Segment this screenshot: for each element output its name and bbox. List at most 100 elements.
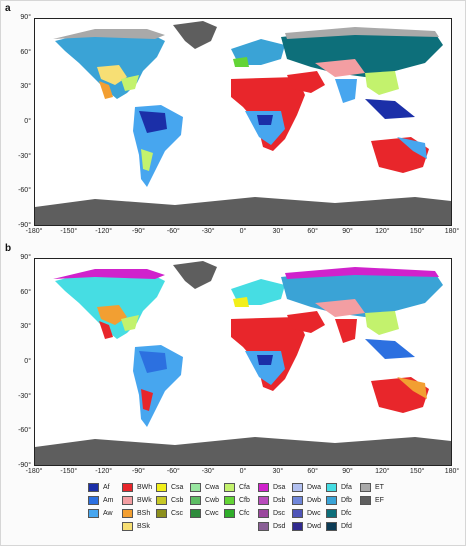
x-tick-label: 0° — [239, 228, 247, 235]
x-tick-label: -180° — [25, 228, 43, 235]
siberia-tundra — [285, 27, 439, 39]
legend-label: Dfa — [341, 484, 352, 491]
legend-swatch — [258, 496, 269, 505]
x-tick-label: 150° — [409, 468, 425, 475]
x-tick-label: -150° — [60, 468, 78, 475]
africa-savanna — [245, 351, 285, 385]
x-tick-label: -90° — [132, 228, 145, 235]
x-tick-label: -150° — [60, 228, 78, 235]
y-tick-label: -90° — [18, 222, 31, 229]
panel-b-letter: b — [5, 243, 12, 254]
legend-label: Cfb — [239, 497, 250, 504]
legend-label: Csa — [171, 484, 184, 491]
western-europe — [233, 57, 249, 67]
legend-label: Dsd — [273, 523, 286, 530]
arctic-na — [53, 269, 165, 279]
amazon — [139, 351, 167, 373]
legend-label: Csc — [171, 510, 184, 517]
legend-swatch — [88, 509, 99, 518]
legend-swatch — [224, 483, 235, 492]
arabia — [287, 71, 325, 93]
central-asia — [315, 299, 365, 317]
legend-swatch — [190, 483, 201, 492]
x-tick-label: 60° — [307, 228, 318, 235]
legend-swatch — [190, 496, 201, 505]
x-tick-label: 120° — [375, 228, 390, 235]
x-tick-label: -120° — [95, 228, 113, 235]
legend-label: Cwa — [205, 484, 220, 491]
se-asia — [365, 99, 415, 119]
climate-map-b — [34, 258, 452, 466]
x-tick-label: -30° — [201, 228, 215, 235]
legend-swatch — [258, 483, 269, 492]
y-tick-label: -60° — [18, 427, 31, 435]
legend-label: Dwb — [307, 497, 322, 504]
legend-swatch — [156, 483, 167, 492]
china — [365, 71, 399, 95]
legend-label: Dwd — [307, 523, 322, 530]
legend-swatch — [88, 496, 99, 505]
legend-label: ET — [375, 484, 384, 491]
land-a — [35, 21, 451, 225]
legend-swatch — [292, 483, 303, 492]
legend-swatch — [122, 496, 133, 505]
legend-swatch — [292, 509, 303, 518]
pampas — [141, 389, 153, 411]
y-tick-label: 90° — [20, 14, 31, 21]
y-tick-label: 60° — [20, 288, 31, 296]
legend-label: Dfd — [341, 523, 352, 530]
x-tick-label: -120° — [95, 468, 113, 475]
great-plains — [97, 305, 127, 325]
x-tick-label: -60° — [166, 468, 180, 475]
x-tick-label: -60° — [166, 228, 180, 235]
legend-label: EF — [375, 497, 384, 504]
legend-label: Cfc — [239, 510, 250, 517]
southeast-us — [121, 75, 139, 91]
legend-swatch — [224, 509, 235, 518]
north-america — [55, 31, 165, 99]
legend-label: Dfc — [341, 510, 352, 517]
antarctica — [35, 197, 451, 225]
legend-label: BSh — [137, 510, 151, 517]
congo — [257, 355, 273, 365]
panel-a-letter: a — [5, 3, 11, 14]
map-a-svg — [35, 21, 451, 225]
north-australia — [397, 137, 427, 159]
legend-label: Dwc — [307, 510, 321, 517]
north-australia — [397, 377, 427, 399]
y-tick-label: 60° — [20, 48, 31, 56]
arabia — [287, 311, 325, 333]
legend-swatch — [190, 509, 201, 518]
legend-swatch — [360, 483, 371, 492]
india — [335, 319, 357, 343]
legend-label: Dsc — [273, 510, 286, 517]
y-tick-label: -30° — [18, 392, 31, 400]
y-tick-label: 30° — [20, 323, 31, 331]
legend-swatch — [88, 483, 99, 492]
arctic-tundra-na — [53, 29, 165, 39]
legend-swatch — [326, 522, 337, 531]
x-tick-label: -90° — [132, 468, 145, 475]
congo — [257, 115, 273, 125]
legend-swatch — [258, 522, 269, 531]
x-tick-label: -180° — [25, 468, 43, 475]
legend-label: Dfb — [341, 497, 352, 504]
legend-label: BSk — [137, 523, 150, 530]
africa-savanna — [245, 111, 285, 145]
legend-swatch — [292, 522, 303, 531]
amazon — [139, 111, 167, 133]
y-tick-label: -60° — [18, 187, 31, 195]
legend-label: Cwc — [205, 510, 219, 517]
y-tick-label: 30° — [20, 83, 31, 91]
y-tick-label: 0° — [24, 358, 31, 365]
antarctica — [35, 437, 451, 465]
legend-label: Dwa — [307, 484, 322, 491]
legend-label: Csb — [171, 497, 184, 504]
y-tick-label: -30° — [18, 152, 31, 160]
mexico-dry — [99, 81, 113, 99]
siberia-north — [285, 267, 439, 279]
legend-label: Af — [103, 484, 110, 491]
x-tick-label: 30° — [272, 228, 284, 235]
legend-swatch — [156, 509, 167, 518]
legend-swatch — [156, 496, 167, 505]
